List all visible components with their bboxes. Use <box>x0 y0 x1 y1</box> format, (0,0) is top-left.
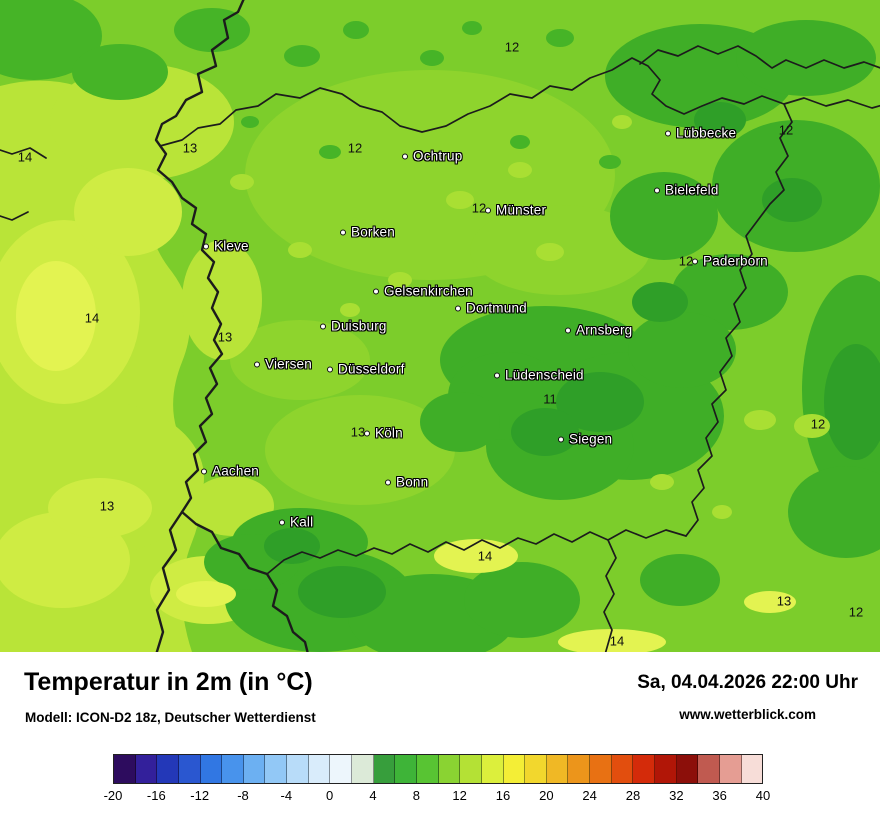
legend-color-cell <box>546 755 569 783</box>
legend-color-cell <box>525 755 547 783</box>
legend-tick-label: 16 <box>495 788 511 803</box>
legend-color-cell <box>265 755 288 783</box>
map-border-lines <box>0 0 880 652</box>
legend-color-cell <box>568 755 591 783</box>
legend-color-cell <box>287 755 309 783</box>
model-info: Modell: ICON-D2 18z, Deutscher Wetterdie… <box>25 710 316 725</box>
legend-color-cell <box>481 755 504 783</box>
legend-color-cell <box>503 755 526 783</box>
legend-tick-label: 36 <box>712 788 727 803</box>
map-dark-specks <box>0 0 621 169</box>
legend-color-cell <box>395 755 417 783</box>
map-coolest-spots <box>264 102 880 618</box>
legend-tick-label: 20 <box>539 788 554 803</box>
info-panel: Temperatur in 2m (in °C) Modell: ICON-D2… <box>0 652 880 830</box>
legend-color-cell <box>741 755 763 783</box>
legend-color-cell <box>416 755 439 783</box>
legend-tick-label: 28 <box>625 788 641 803</box>
legend-tick-label: 0 <box>326 788 334 803</box>
legend-tick-label: -16 <box>146 788 166 803</box>
legend-color-cell <box>352 755 374 783</box>
legend-tick-label: 8 <box>412 788 420 803</box>
legend-color-cell <box>676 755 699 783</box>
legend-tick-label: 12 <box>452 788 467 803</box>
weather-map-area: Ochtrup Lübbecke Bielefeld Münster Borken Kle… <box>0 0 880 652</box>
legend-tick-label: 24 <box>582 788 597 803</box>
temperature-map-canvas <box>0 0 880 652</box>
legend-color-cell <box>373 755 396 783</box>
map-light-specks <box>230 115 830 519</box>
legend-color-cell <box>330 755 353 783</box>
map-datetime: Sa, 04.04.2026 22:00 Uhr <box>637 672 858 693</box>
website-url: www.wetterblick.com <box>679 707 817 722</box>
legend-color-cell <box>200 755 223 783</box>
datetime-block: Sa, 04.04.2026 22:00 Uhr www.wetterblick… <box>637 672 858 722</box>
legend-color-cell <box>157 755 179 783</box>
legend-tick-row: -20 -16 -12 -8 -4 0 4 8 12 16 20 24 28 32 36 40 <box>104 788 771 806</box>
legend-color-cell <box>460 755 482 783</box>
legend-tick-label: 4 <box>369 788 377 803</box>
legend-tick-label: -8 <box>237 788 249 803</box>
legend-color-cell <box>698 755 720 783</box>
legend-color-cell <box>655 755 677 783</box>
temperature-legend: -20 -16 -12 -8 -4 0 4 8 12 16 20 24 28 32 36 40 <box>104 754 771 806</box>
legend-color-cell <box>135 755 158 783</box>
legend-color-cell <box>611 755 634 783</box>
legend-color-cell <box>633 755 656 783</box>
legend-color-cell <box>114 755 136 783</box>
legend-color-cell <box>243 755 266 783</box>
legend-color-cell <box>438 755 461 783</box>
legend-color-cell <box>222 755 244 783</box>
legend-color-cell <box>178 755 201 783</box>
legend-tick-label: -4 <box>280 788 293 803</box>
legend-colorbar <box>113 754 763 784</box>
legend-tick-label: -12 <box>190 788 210 803</box>
map-light-green-patches <box>230 70 650 505</box>
legend-color-cell <box>590 755 612 783</box>
legend-tick-label: -20 <box>103 788 123 803</box>
legend-color-cell <box>719 755 742 783</box>
legend-tick-label: 40 <box>755 788 771 803</box>
map-title: Temperatur in 2m (in °C) <box>24 668 313 696</box>
legend-color-cell <box>308 755 331 783</box>
legend-tick-label: 32 <box>669 788 684 803</box>
